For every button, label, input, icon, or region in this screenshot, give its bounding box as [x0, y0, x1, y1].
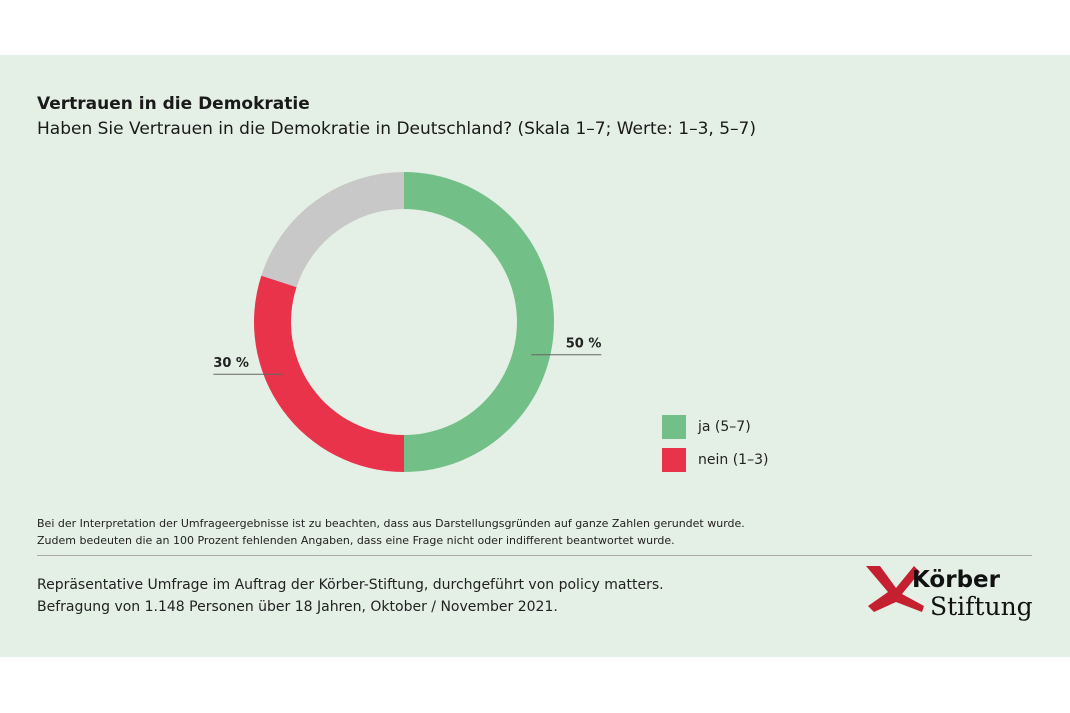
- koerber-logo: Körber Stiftung: [866, 566, 1033, 621]
- donut-slice: [253, 275, 404, 472]
- legend-label: ja (5–7): [698, 419, 751, 435]
- legend-swatch: [662, 415, 686, 439]
- legend-item-nein: nein (1–3): [662, 448, 768, 472]
- footnote: Bei der Interpretation der Umfrageergebn…: [37, 515, 745, 549]
- chart-title: Vertrauen in die Demokratie: [37, 94, 310, 114]
- svg-text:Stiftung: Stiftung: [930, 592, 1033, 621]
- source-line: Befragung von 1.148 Personen über 18 Jah…: [37, 599, 558, 615]
- chart-subtitle: Haben Sie Vertrauen in die Demokratie in…: [37, 119, 756, 139]
- donut-slice: [404, 172, 554, 472]
- legend-label: nein (1–3): [698, 452, 769, 468]
- legend-item-ja: ja (5–7): [662, 415, 751, 439]
- donut-slice: [261, 172, 404, 288]
- legend-swatch: [662, 448, 686, 472]
- footnote-line: Zudem bedeuten die an 100 Prozent fehlen…: [37, 534, 675, 547]
- source-line: Repräsentative Umfrage im Auftrag der Kö…: [37, 577, 664, 593]
- divider: [37, 555, 1032, 556]
- data-label: 30 %: [213, 356, 249, 371]
- svg-text:Körber: Körber: [912, 567, 1001, 593]
- data-label: 50 %: [566, 337, 602, 352]
- source: Repräsentative Umfrage im Auftrag der Kö…: [37, 574, 664, 618]
- footnote-line: Bei der Interpretation der Umfrageergebn…: [37, 517, 745, 530]
